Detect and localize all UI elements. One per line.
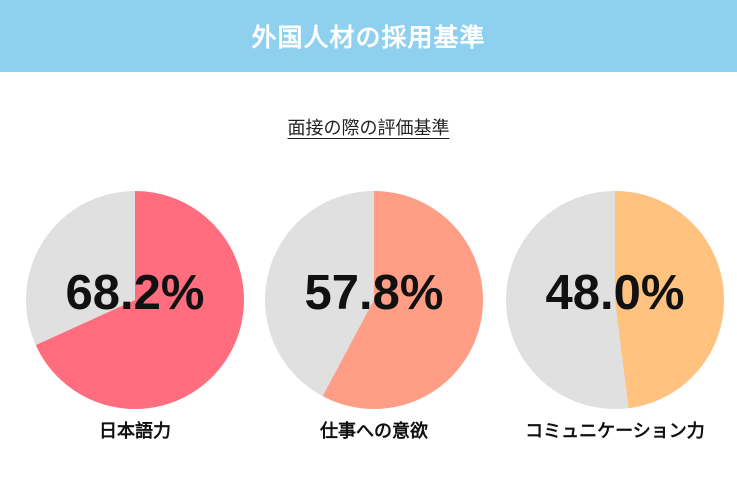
pie-svg-motivation	[265, 191, 483, 409]
chart-subtitle: 面接の際の評価基準	[0, 114, 737, 140]
pie-chart-motivation: 57.8% 仕事への意欲	[254, 180, 494, 470]
pie-chart-japanese: 68.2% 日本語力	[15, 180, 255, 470]
pie-value-slice	[35, 191, 245, 409]
category-label: コミュニケーション力	[525, 421, 705, 442]
pie-svg-japanese	[26, 191, 245, 409]
pie-value-slice	[615, 191, 724, 409]
percent-label: 57.8%	[304, 266, 444, 320]
percent-label: 68.2%	[65, 266, 205, 320]
pie-svg-communication	[506, 191, 724, 409]
chart-subtitle-text: 面接の際の評価基準	[287, 118, 450, 139]
pie-value-slice	[322, 191, 483, 409]
header-banner: 外国人材の採用基準	[0, 0, 737, 72]
page-title: 外国人材の採用基準	[251, 23, 486, 52]
percent-label: 48.0%	[545, 266, 685, 320]
category-label: 仕事への意欲	[320, 421, 428, 442]
pie-chart-communication: 48.0% コミュニケーション力	[495, 180, 735, 470]
category-label: 日本語力	[99, 421, 171, 442]
